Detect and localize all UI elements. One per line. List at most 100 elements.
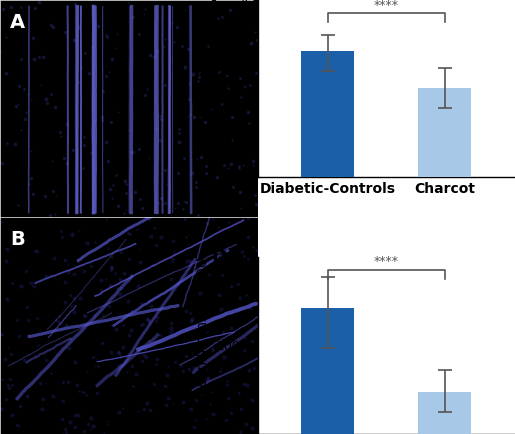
Point	[125, 331, 133, 338]
Point	[91, 199, 99, 206]
Point	[173, 343, 181, 350]
Point	[218, 13, 226, 20]
Point	[59, 379, 67, 386]
Point	[0, 331, 7, 338]
Point	[194, 78, 202, 85]
Point	[98, 116, 106, 123]
Point	[184, 112, 192, 119]
Point	[83, 368, 91, 375]
Point	[246, 82, 254, 89]
Point	[252, 37, 261, 44]
Point	[60, 425, 68, 432]
Point	[102, 276, 111, 283]
Point	[39, 395, 47, 402]
Point	[102, 34, 111, 41]
Point	[27, 95, 35, 102]
Point	[169, 238, 177, 245]
Point	[152, 242, 161, 249]
Point	[187, 316, 196, 323]
Point	[241, 335, 249, 342]
Point	[108, 194, 116, 201]
Point	[192, 184, 200, 191]
Point	[129, 382, 137, 389]
Point	[52, 211, 60, 218]
Point	[7, 3, 15, 10]
Text: B: B	[10, 230, 25, 249]
Point	[177, 363, 185, 370]
Point	[227, 324, 235, 331]
Point	[242, 292, 250, 299]
Y-axis label: Volume fraction, %: Volume fraction, %	[220, 23, 234, 154]
Point	[55, 313, 63, 320]
Point	[0, 331, 5, 338]
Point	[32, 315, 41, 322]
Point	[146, 406, 154, 413]
Point	[228, 137, 236, 144]
Point	[90, 312, 98, 319]
Text: C: C	[211, 0, 226, 10]
Point	[65, 335, 73, 342]
Point	[63, 160, 72, 167]
Point	[122, 181, 130, 188]
Point	[129, 14, 137, 21]
Point	[129, 149, 138, 156]
Point	[203, 365, 211, 372]
Point	[227, 409, 235, 416]
Point	[161, 35, 169, 42]
Point	[141, 345, 149, 352]
Point	[169, 251, 178, 258]
Point	[80, 428, 88, 434]
Point	[56, 129, 64, 136]
Point	[244, 234, 252, 241]
Point	[106, 281, 114, 288]
Point	[93, 389, 101, 396]
Point	[47, 21, 55, 28]
Point	[115, 409, 123, 416]
Point	[148, 261, 157, 268]
Point	[21, 116, 29, 123]
Point	[114, 202, 123, 209]
Point	[89, 353, 97, 360]
Point	[0, 6, 7, 13]
Point	[40, 352, 48, 359]
Point	[140, 10, 148, 17]
Point	[71, 411, 79, 418]
Point	[168, 257, 176, 264]
Point	[150, 381, 158, 388]
Point	[68, 233, 77, 240]
Point	[167, 329, 176, 335]
Point	[15, 82, 23, 89]
Point	[14, 101, 22, 108]
Point	[102, 216, 111, 223]
Point	[246, 305, 254, 312]
Point	[3, 139, 11, 146]
Point	[183, 257, 192, 264]
Point	[152, 360, 160, 367]
Point	[209, 410, 217, 417]
Point	[116, 276, 125, 283]
Point	[108, 322, 116, 329]
Point	[185, 80, 193, 87]
Point	[136, 246, 144, 253]
Point	[104, 244, 112, 251]
Point	[193, 156, 201, 163]
Point	[227, 282, 235, 289]
Point	[57, 227, 65, 234]
Point	[181, 353, 190, 360]
Point	[16, 126, 25, 133]
Point	[61, 299, 69, 306]
Point	[16, 403, 24, 410]
Point	[144, 317, 152, 324]
Point	[39, 54, 47, 61]
Point	[65, 345, 74, 352]
Point	[183, 45, 192, 52]
Point	[197, 154, 205, 161]
Point	[213, 173, 221, 180]
Point	[167, 255, 175, 262]
Point	[58, 233, 66, 240]
Point	[7, 350, 15, 357]
Point	[91, 143, 99, 150]
Point	[115, 349, 124, 356]
Point	[249, 158, 257, 165]
Point	[214, 224, 222, 230]
